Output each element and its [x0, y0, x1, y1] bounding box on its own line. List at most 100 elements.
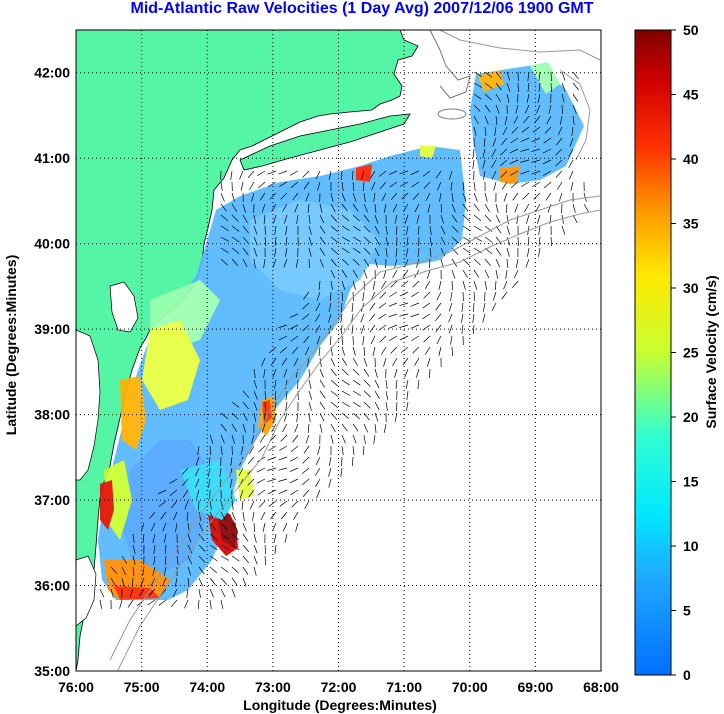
- map-title: Mid-Atlantic Raw Velocities (1 Day Avg) …: [130, 0, 594, 17]
- velocity-vector: [282, 423, 288, 432]
- velocity-vector: [242, 203, 246, 213]
- velocity-vector: [290, 445, 299, 452]
- velocity-vector: [251, 434, 255, 444]
- velocity-vector: [294, 423, 299, 433]
- plot-border: [75, 29, 602, 672]
- velocity-vector: [495, 269, 498, 279]
- velocity-vector: [378, 324, 387, 331]
- velocity-vector: [513, 115, 519, 125]
- velocity-vector: [242, 214, 248, 223]
- velocity-vector: [374, 390, 380, 399]
- velocity-vector: [473, 225, 482, 231]
- velocity-vector: [374, 214, 379, 224]
- y-tick-label: 39:00: [34, 321, 70, 337]
- y-tick-label: 38:00: [34, 407, 70, 423]
- velocity-vector: [319, 225, 326, 234]
- velocity-vector: [261, 423, 266, 433]
- velocity-vector: [248, 489, 255, 498]
- velocity-vector: [302, 456, 310, 464]
- velocity-vector: [527, 236, 530, 246]
- velocity-vector: [374, 368, 378, 378]
- velocity-vector: [198, 544, 206, 552]
- colorbar: [634, 29, 672, 676]
- velocity-vector: [319, 368, 324, 378]
- velocity-vector: [253, 258, 256, 268]
- velocity-vector: [402, 357, 409, 366]
- velocity-vector: [520, 159, 530, 163]
- velocity-vector: [330, 280, 333, 290]
- velocity-vector: [307, 423, 310, 433]
- velocity-vector: [315, 170, 321, 180]
- velocity-vector: [392, 269, 398, 278]
- x-tick-label: 71:00: [386, 679, 422, 695]
- velocity-vector: [231, 588, 236, 598]
- velocity-vector: [247, 478, 255, 486]
- velocity-vector: [110, 588, 114, 598]
- velocity-vector: [278, 489, 288, 494]
- velocity-vector: [302, 324, 310, 332]
- velocity-vector: [239, 489, 244, 499]
- y-axis-title: Latitude (Degrees:Minutes): [3, 255, 19, 435]
- velocity-vector: [390, 346, 398, 354]
- velocity-vector: [187, 555, 193, 565]
- velocity-vector: [450, 181, 453, 191]
- velocity-vector: [440, 225, 446, 235]
- velocity-vector: [491, 148, 497, 158]
- velocity-vector: [482, 313, 486, 323]
- velocity-vector: [231, 566, 239, 574]
- velocity-vector: [572, 71, 579, 80]
- velocity-vector: [506, 93, 510, 103]
- velocity-vector: [484, 258, 492, 267]
- velocity-vector: [543, 170, 552, 176]
- velocity-vector: [524, 203, 530, 212]
- y-tick-label: 37:00: [34, 492, 70, 508]
- velocity-vector: [272, 522, 277, 532]
- velocity-vector: [264, 544, 267, 554]
- velocity-vector: [557, 126, 563, 136]
- velocity-vector: [279, 500, 288, 507]
- velocity-vector: [506, 71, 511, 81]
- velocity-vector: [363, 236, 371, 244]
- velocity-vector: [532, 181, 541, 187]
- velocity-vector: [383, 423, 387, 433]
- velocity-vector: [268, 445, 277, 452]
- velocity-vector: [160, 511, 167, 520]
- velocity-vector: [531, 159, 541, 163]
- velocity-vector: [451, 236, 459, 244]
- velocity-vector: [363, 280, 366, 290]
- velocity-vector: [209, 500, 212, 510]
- velocity-vector: [341, 412, 350, 420]
- velocity-vector: [272, 258, 277, 268]
- velocity-vector: [285, 225, 288, 235]
- velocity-vector: [390, 280, 398, 288]
- velocity-vector: [296, 412, 299, 422]
- velocity-vector: [373, 192, 376, 202]
- velocity-vector: [495, 115, 498, 125]
- velocity-vector: [417, 379, 420, 389]
- velocity-vector: [568, 159, 574, 169]
- velocity-vector: [341, 214, 350, 222]
- velocity-vector: [473, 214, 482, 222]
- velocity-vector: [317, 181, 321, 191]
- velocity-vector: [251, 192, 255, 202]
- velocity-vector: [231, 511, 236, 521]
- velocity-vector: [491, 159, 497, 168]
- velocity-vector: [219, 478, 222, 488]
- velocity-vector: [209, 555, 218, 562]
- velocity-vector: [283, 258, 288, 268]
- velocity-vector: [99, 599, 103, 609]
- velocity-vector: [129, 588, 134, 598]
- velocity-vector: [352, 357, 358, 366]
- velocity-vector: [302, 489, 310, 497]
- velocity-vector: [531, 137, 541, 143]
- velocity-vector: [316, 335, 321, 345]
- velocity-vector: [132, 555, 136, 565]
- velocity-vector: [242, 555, 250, 564]
- velocity-vector: [253, 225, 258, 235]
- velocity-vector: [220, 434, 225, 444]
- velocity-vector: [341, 181, 344, 191]
- velocity-vector: [172, 588, 178, 598]
- velocity-vector: [209, 599, 212, 609]
- velocity-vector: [303, 181, 310, 190]
- velocity-vector: [330, 368, 337, 377]
